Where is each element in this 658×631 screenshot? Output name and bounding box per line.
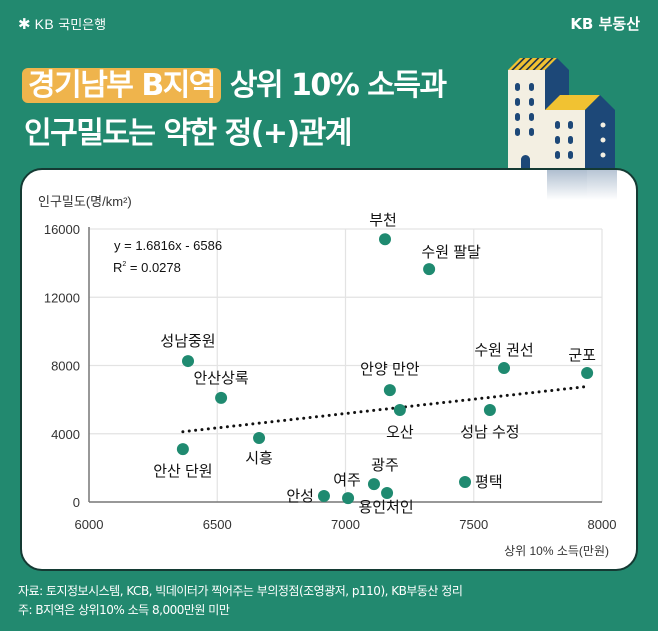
point-label: 용인처인 [358, 499, 413, 516]
x-tick-label: 6500 [203, 517, 232, 532]
logo-kb-text: KB [34, 15, 55, 32]
tall-building-roof [508, 58, 557, 70]
y-tick-label: 16000 [44, 222, 80, 237]
data-points [176, 233, 594, 505]
kb-star-icon: ✱ [18, 14, 31, 33]
data-point [176, 443, 189, 456]
data-point [367, 478, 380, 491]
data-point [581, 367, 594, 380]
point-label: 성남 수정 [460, 424, 519, 441]
y-tick-label: 12000 [44, 290, 80, 305]
kb-kookmin-bank-logo: ✱ KB 국민은행 [18, 14, 107, 34]
r2-value: = 0.0278 [126, 260, 181, 275]
point-label: 수원 팔달 [421, 244, 481, 261]
point-label: 군포 [568, 347, 596, 364]
r2-superscript: 2 [122, 261, 126, 268]
y-tick-label: 4000 [51, 427, 80, 442]
x-tick-label: 6000 [75, 517, 104, 532]
x-tick-label: 7500 [459, 517, 488, 532]
y-axis-label: 인구밀도(명/km²) [38, 194, 132, 209]
buildings-illustration [508, 58, 615, 180]
point-label: 안양 만안 [360, 361, 420, 378]
data-point [393, 404, 406, 417]
data-point [483, 404, 496, 417]
data-point [383, 384, 396, 397]
x-axis-label: 상위 10% 소득(만원) [504, 544, 609, 558]
point-label: 성남중원 [160, 333, 215, 350]
point-label: 부천 [369, 212, 397, 229]
r2-label: R [113, 260, 122, 275]
chart-card: 0 4000 8000 12000 16000 6000 6500 7000 7500 8000 … [20, 168, 638, 571]
trendline-path [181, 384, 589, 434]
short-building-roof [545, 95, 600, 110]
page-title: 경기남부 B지역 상위 10% 소득과 인구밀도는 약한 정(+)관계 [22, 62, 447, 158]
trend-r2: R2 = 0.0278 [113, 260, 181, 275]
trendline [181, 384, 589, 434]
point-label: 안성 [286, 488, 314, 505]
point-label: 여주 [333, 472, 361, 489]
note-footnote: 주: B지역은 상위10% 소득 8,000만원 미만 [18, 603, 230, 617]
x-tick-label: 8000 [588, 517, 617, 532]
data-point [253, 432, 266, 445]
data-point [498, 362, 511, 375]
grid [89, 228, 603, 502]
point-label: 시흥 [245, 449, 273, 467]
data-point [342, 492, 355, 505]
title-line-1: 경기남부 B지역 상위 10% 소득과 [22, 62, 447, 110]
point-label: 평택 [475, 474, 503, 491]
point-label: 안산 단원 [153, 463, 212, 480]
tick-labels: 0 4000 8000 12000 16000 6000 6500 7000 7500 8000 [44, 222, 617, 532]
point-label: 광주 [371, 457, 399, 474]
title-highlight: 경기남부 B지역 [22, 68, 221, 103]
title-line-2: 인구밀도는 약한 정(+)관계 [24, 116, 352, 151]
logo-bank-name: 국민은행 [58, 18, 107, 33]
trend-equation: y = 1.6816x - 6586 [114, 238, 222, 253]
source-footnote: 자료: 토지정보시스템, KCB, 빅데이터가 찍어주는 부의정점(조영광저, … [18, 584, 463, 598]
y-tick-label: 8000 [51, 359, 80, 374]
point-label: 수원 권선 [474, 342, 533, 359]
point-label: 안산상록 [193, 370, 248, 387]
data-point [215, 391, 228, 404]
data-point [182, 355, 195, 368]
x-tick-label: 7000 [331, 517, 360, 532]
data-point [423, 263, 436, 276]
data-point [459, 476, 472, 489]
short-building-side [585, 95, 615, 180]
point-label: 오산 [386, 424, 414, 441]
kb-real-estate-brand: KB 부동산 [570, 15, 640, 33]
data-point [317, 490, 330, 503]
data-point [381, 486, 394, 499]
data-point [379, 233, 392, 246]
y-tick-label: 0 [73, 495, 80, 510]
title-line-1-rest: 상위 10% 소득과 [220, 68, 447, 103]
